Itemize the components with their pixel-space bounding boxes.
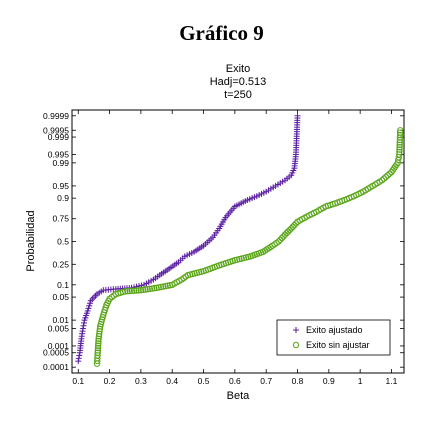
- y-axis-label: Probabilidad: [25, 210, 37, 271]
- data-point-dense: [396, 148, 403, 156]
- legend-plus-icon: [293, 327, 299, 333]
- legend-label-exito-ajustado: Exito ajustado: [306, 325, 363, 335]
- data-point-dense: [380, 175, 388, 182]
- chart-subtitle-t: t=250: [224, 89, 252, 101]
- data-point-dense: [396, 134, 404, 141]
- data-point-dense: [386, 170, 393, 177]
- data-point-dense: [126, 287, 133, 295]
- data-point-dense: [130, 287, 138, 294]
- data-point-dense: [382, 173, 390, 181]
- y-tick-label: 0.95: [52, 181, 69, 191]
- legend-marker-exito-ajustado: [293, 327, 299, 333]
- data-point-dense: [396, 146, 403, 153]
- x-axis-label: Beta: [227, 390, 251, 402]
- data-point-dense: [95, 337, 102, 345]
- data-point: [137, 286, 145, 294]
- data-point-dense: [142, 286, 149, 293]
- y-tick-label: 0.999: [48, 132, 70, 142]
- data-point-dense: [396, 139, 403, 146]
- legend-label-exito-sin-ajustar: Exito sin ajustar: [306, 340, 370, 350]
- data-point: [294, 112, 301, 119]
- data-point: [75, 358, 82, 365]
- data-point-dense: [95, 340, 102, 347]
- data-point-dense: [277, 236, 284, 243]
- x-tick-label: 0.7: [260, 376, 272, 386]
- x-tick-label: 1.1: [386, 376, 398, 386]
- data-point: [378, 177, 386, 184]
- data-point-dense: [396, 129, 404, 136]
- chart-title: Exito: [226, 63, 250, 75]
- data-point: [84, 307, 91, 314]
- data-point-dense: [94, 347, 102, 354]
- data-point-dense: [146, 285, 154, 293]
- y-tick-label: 0.01: [52, 315, 69, 325]
- data-point-dense: [292, 220, 300, 227]
- x-tick-label: 0.5: [198, 376, 210, 386]
- data-point-dense: [396, 136, 404, 144]
- data-point-dense: [81, 319, 88, 326]
- data-point-dense: [396, 131, 404, 139]
- x-tick-label: 0.2: [104, 376, 116, 386]
- y-tick-label: 0.1: [57, 280, 69, 290]
- figure-title: Gráfico 9: [179, 21, 264, 45]
- y-tick-label: 0.75: [52, 214, 69, 224]
- series-exito-ajustado: [75, 112, 301, 365]
- data-point-dense: [278, 234, 286, 242]
- data-point-dense: [139, 286, 147, 294]
- x-tick-label: 0.1: [72, 376, 84, 386]
- data-point-dense: [396, 141, 403, 148]
- y-tick-label: 0.05: [52, 292, 69, 302]
- legend-box: [276, 319, 391, 356]
- y-tick-label: 0.001: [48, 341, 70, 351]
- y-tick-label: 0.9999: [43, 111, 69, 121]
- y-tick-label: 0.005: [48, 324, 70, 334]
- legend-circle-icon: [292, 341, 300, 349]
- data-point-dense: [396, 143, 403, 151]
- y-tick-label: 0.9995: [43, 125, 69, 135]
- data-point-dense: [151, 285, 158, 292]
- chart-subtitle-hadj: Hadj=0.513: [210, 76, 267, 88]
- data-point-dense: [75, 355, 82, 362]
- data-point-dense: [124, 288, 131, 295]
- data-point: [396, 151, 403, 158]
- data-point-dense: [85, 305, 92, 312]
- y-tick-label: 0.0005: [43, 348, 69, 358]
- data-point-dense: [135, 287, 142, 294]
- data-point-dense: [144, 285, 151, 293]
- y-tick-label: 0.995: [48, 149, 70, 159]
- data-point-dense: [94, 342, 102, 349]
- data-point: [122, 288, 129, 295]
- y-tick-label: 0.25: [52, 259, 69, 269]
- y-tick-label: 0.9: [57, 193, 69, 203]
- data-point-dense: [76, 352, 83, 359]
- data-point: [94, 349, 101, 356]
- data-point: [79, 325, 86, 332]
- plot-frame: [71, 109, 405, 374]
- legend-marker-exito-sin-ajustar: [292, 341, 300, 349]
- x-tick-label: 1: [358, 376, 363, 386]
- data-point-dense: [128, 287, 136, 295]
- x-tick-label: 0.3: [135, 376, 147, 386]
- x-tick-label: 0.9: [323, 376, 335, 386]
- y-tick-label: 0.0001: [43, 362, 69, 372]
- data-point-dense: [86, 302, 93, 309]
- data-point: [397, 127, 404, 134]
- x-tick-label: 0.6: [229, 376, 241, 386]
- y-tick-label: 0.5: [57, 237, 69, 247]
- data-point-dense: [94, 344, 102, 352]
- x-tick-label: 0.4: [166, 376, 178, 386]
- data-point-dense: [87, 300, 94, 307]
- series-exito-sin-ajustar: [93, 127, 404, 367]
- data-point-dense: [80, 322, 87, 329]
- x-tick-label: 0.8: [292, 376, 304, 386]
- data-point-dense: [133, 287, 140, 294]
- legend: Exito ajustado Exito sin ajustar: [276, 319, 391, 356]
- data-point-dense: [384, 172, 391, 179]
- data-point-dense: [148, 285, 156, 292]
- y-tick-label: 0.99: [52, 158, 69, 168]
- data-point: [275, 238, 282, 245]
